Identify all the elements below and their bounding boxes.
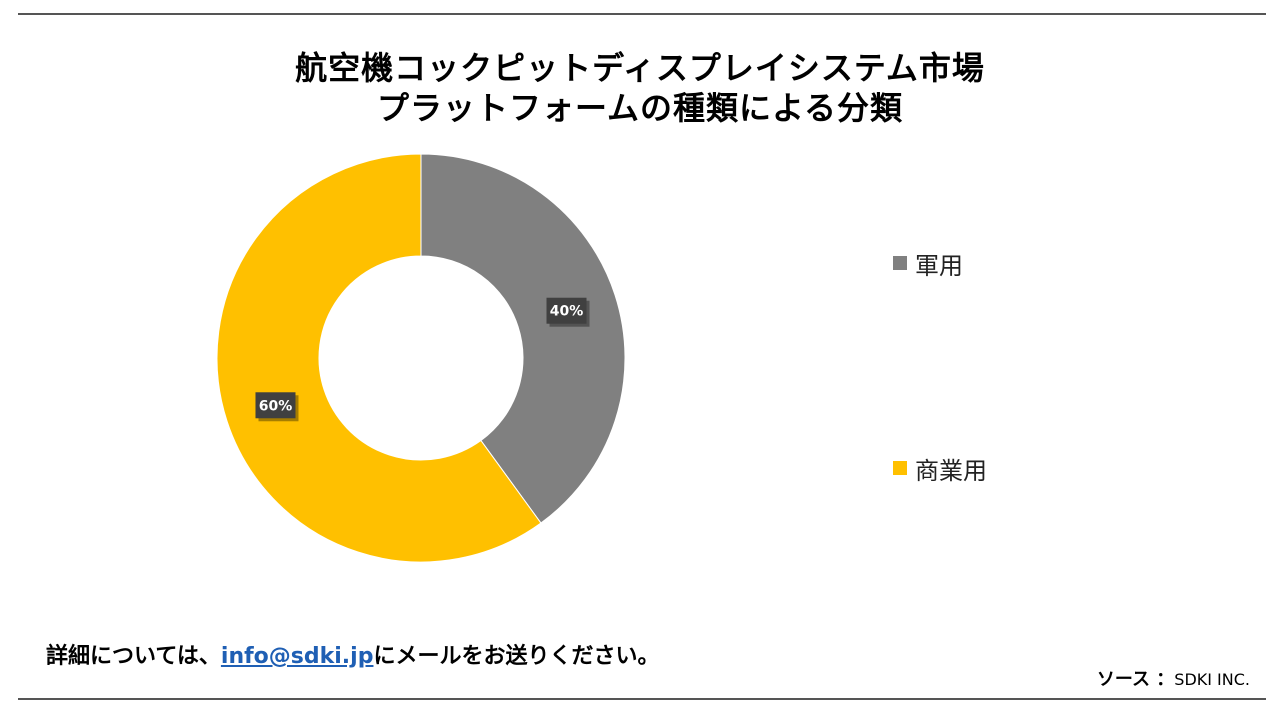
- donut-slice-commercial: [216, 153, 542, 563]
- data-label-box: [546, 297, 587, 324]
- bottom-rule: [18, 698, 1266, 700]
- legend-item-military: 軍用: [893, 248, 963, 280]
- contact-note: 詳細については、info@sdki.jpにメールをお送りください。: [46, 638, 659, 670]
- chart-title-line-1: 航空機コックピットディスプレイシステム市場: [295, 49, 985, 87]
- legend-item-commercial: 商業用: [893, 453, 987, 485]
- source-value: SDKI INC.: [1174, 670, 1250, 689]
- legend-swatch-military: [893, 256, 907, 270]
- data-label-box: [255, 392, 296, 419]
- source-key: ソース ：: [1096, 669, 1175, 690]
- data-label-text: 40%: [550, 304, 584, 320]
- chart-title-line-2: プラットフォームの種類による分類: [376, 89, 904, 127]
- contact-note-suffix: にメールをお送りください。: [373, 644, 660, 669]
- data-label-commercial: 60%: [255, 392, 299, 422]
- legend-label-commercial: 商業用: [915, 456, 987, 485]
- legend-swatch-commercial: [893, 461, 907, 475]
- contact-email-link[interactable]: info@sdki.jp: [220, 644, 374, 669]
- source-credit: ソース ：SDKI INC.: [1097, 665, 1250, 691]
- donut-slice-military: [420, 153, 626, 524]
- legend-label-military: 軍用: [915, 251, 963, 280]
- data-label-military: 40%: [546, 297, 590, 327]
- data-label-text: 60%: [259, 398, 293, 414]
- top-rule: [18, 13, 1266, 15]
- contact-note-prefix: 詳細については、: [46, 644, 221, 669]
- donut-chart: 40% 60%: [216, 153, 626, 563]
